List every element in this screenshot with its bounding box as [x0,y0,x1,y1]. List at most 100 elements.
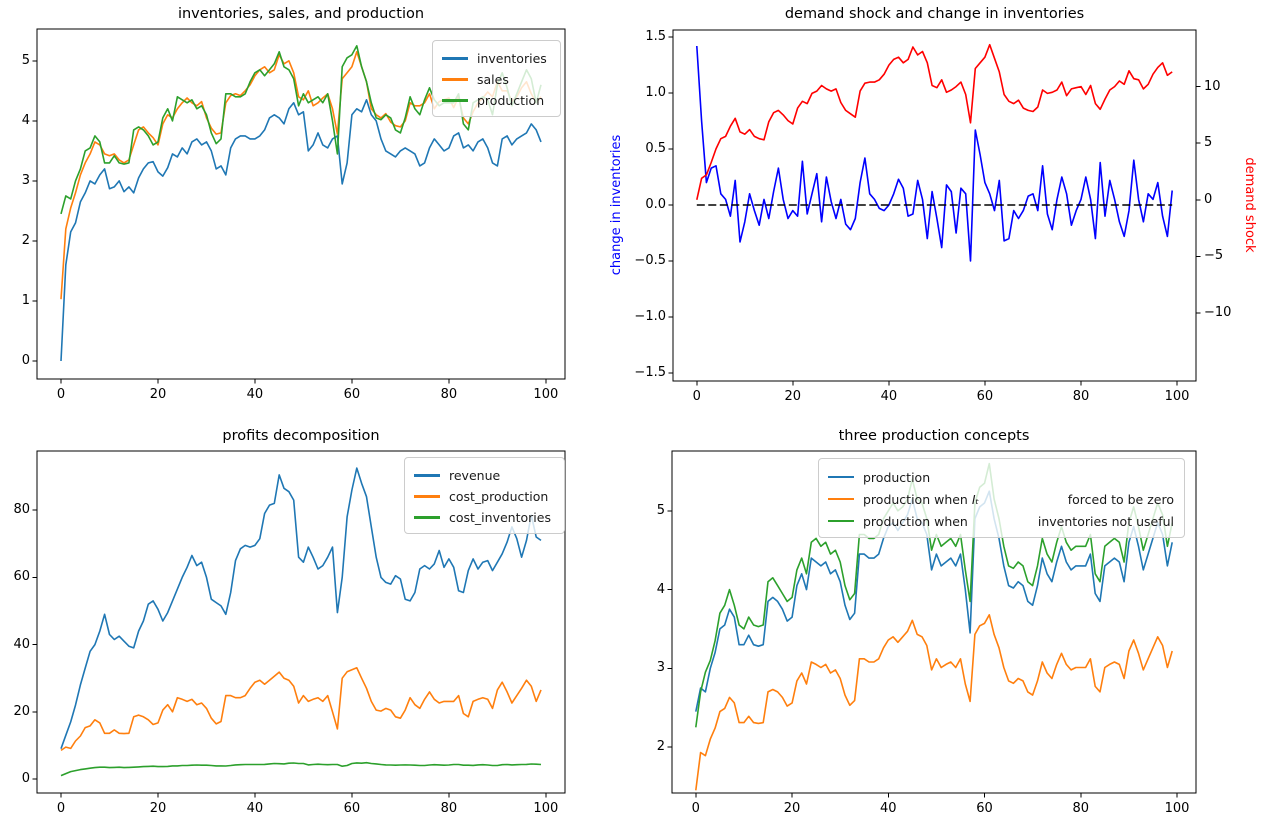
legend-math-symbol: Iₜ [971,491,980,507]
legend-line-swatch [414,474,440,477]
tick-label: 80 [440,387,458,402]
tick-label: 10 [1204,78,1221,94]
tick-label: 20 [784,389,802,404]
tick-label: 100 [1164,389,1190,404]
tick-label: −1.5 [634,365,666,381]
tick-label: 0.0 [645,197,666,213]
tick-label: 60 [343,801,361,816]
tick-label: 20 [149,387,167,402]
tick-label: 60 [343,387,361,402]
tick-label: 0 [1204,191,1213,207]
legend-label: cost_production [449,489,549,504]
legend-profits-decomposition: revenue cost_production cost_inventories [404,457,565,534]
legend-label: production [863,469,931,485]
legend-item: production [442,90,550,111]
legend-label: cost_inventories [449,510,551,525]
tick-label: 20 [783,801,801,816]
legend-item: cost_inventories [414,507,554,528]
tick-label: 80 [440,801,458,816]
legend-label: production [477,93,545,108]
chart-title-bottom-left: profits decomposition [222,428,380,444]
tick-label: 40 [246,387,264,402]
tick-label: 0.5 [645,141,666,157]
chart-title-top-left: inventories, sales, and production [177,6,425,22]
tick-label: 60 [976,389,994,404]
legend-label: sales [477,72,509,87]
tick-label: 0 [691,801,700,816]
tick-label: 5 [1204,135,1213,151]
legend-label-text: production when [863,513,968,529]
legend-inventories-sales-production: inventories sales production [432,40,561,117]
tick-label: 60 [976,801,993,816]
tick-label: 40 [13,636,30,652]
tick-label: 2 [21,232,30,248]
tick-label: 0 [21,352,30,368]
chart-title-bottom-right: three production concepts [838,428,1030,444]
legend-item: production when inventories not useful [828,510,1174,532]
legend-label-suffix: inventories not useful [1037,513,1174,529]
series-inventories [60,99,542,362]
tick-label: 80 [1072,389,1090,404]
tick-label: 20 [13,703,30,719]
legend-label: inventories [477,51,547,66]
axes-frame [672,29,1197,382]
legend-line-swatch [828,497,854,501]
legend-item: inventories [442,48,550,69]
chart-title-top-right: demand shock and change in inventories [784,6,1085,22]
tick-label: 1.5 [645,29,666,44]
tick-label: 0 [56,387,66,402]
tick-label: 4 [21,112,30,128]
tick-label: 3 [656,660,665,676]
tick-label: 80 [1072,801,1090,816]
tick-label: 40 [880,801,897,816]
tick-label: 80 [13,502,30,518]
legend-line-swatch [414,495,440,498]
tick-label: 0 [692,389,701,404]
legend-label-text: production when [863,491,972,507]
tick-label: 0 [56,801,66,816]
tick-label: 1 [21,292,30,308]
series-cost-production [60,666,542,752]
legend-item: production [828,466,1174,488]
tick-label: 100 [533,387,559,402]
tick-label: 3 [21,172,30,188]
legend-item: production when Iₜ forced to be zero [828,488,1174,510]
legend-line-swatch [828,475,854,479]
legend-label-suffix: forced to be zero [1067,491,1174,507]
tick-label: −10 [1204,305,1232,321]
tick-label: 40 [880,389,898,404]
tick-label: 100 [533,801,559,816]
tick-label: 40 [246,801,264,816]
tick-label: 60 [13,569,30,585]
tick-label: 20 [149,801,167,816]
legend-line-swatch [442,57,468,60]
legend-three-production-concepts: production production when Iₜ forced to … [818,458,1185,538]
tick-label: 4 [656,581,665,597]
legend-item: cost_production [414,486,554,507]
series-cost-inventories [60,761,542,777]
tick-label: 5 [656,502,665,518]
legend-label: revenue [449,468,501,483]
tick-label: 0 [21,770,30,786]
legend-line-swatch [828,519,854,523]
legend-line-swatch [414,516,440,519]
tick-label: −5 [1204,248,1224,264]
series-change-in-inventories [696,45,1173,262]
legend-label: production when inventories not useful [863,514,1174,529]
legend-line-swatch [442,99,468,102]
tick-label: −0.5 [634,253,666,269]
tick-label: −1.0 [634,309,666,325]
legend-item: sales [442,69,550,90]
legend-item: revenue [414,465,554,486]
series-production-when-it-forced-to-be-zero [695,613,1173,791]
legend-line-swatch [442,78,468,81]
series-demand-shock [696,43,1173,200]
legend-label: production when Iₜ forced to be zero [863,492,1174,507]
tick-label: 5 [21,52,30,68]
tick-label: 1.0 [645,85,666,100]
